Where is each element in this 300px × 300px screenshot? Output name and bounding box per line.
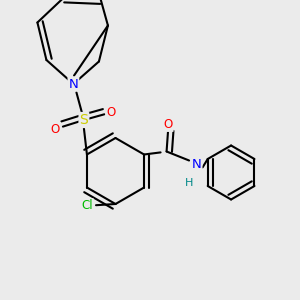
Text: S: S	[80, 113, 88, 127]
Text: Cl: Cl	[81, 199, 93, 212]
Text: O: O	[106, 106, 116, 119]
Text: N: N	[68, 77, 78, 91]
Text: O: O	[51, 122, 60, 136]
Text: O: O	[164, 118, 173, 131]
Text: H: H	[185, 178, 193, 188]
Text: N: N	[192, 158, 202, 172]
